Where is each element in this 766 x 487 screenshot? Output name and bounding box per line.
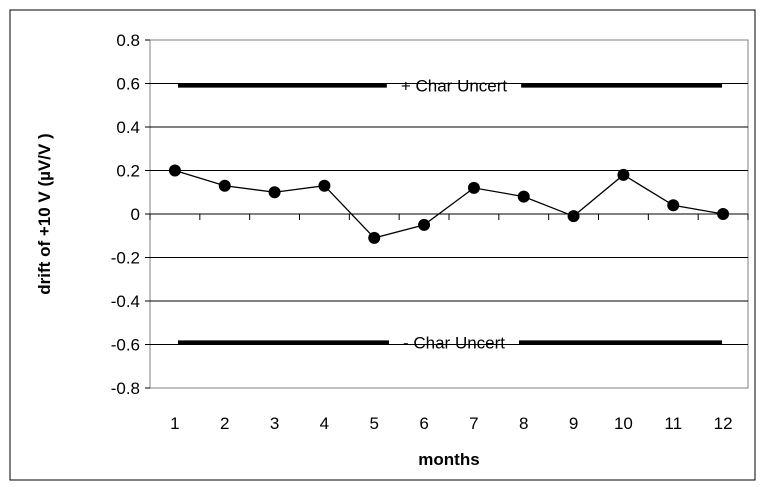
x-tick-label: 11 — [664, 414, 682, 433]
y-axis-title: drift of +10 V (µV/V ) — [35, 133, 54, 294]
x-tick-label: 12 — [714, 414, 733, 433]
y-tick-label: 0.4 — [116, 118, 140, 137]
reference-line-label: - Char Uncert — [403, 333, 505, 352]
x-tick-label: 9 — [569, 414, 578, 433]
data-point — [667, 199, 680, 212]
x-tick-label: 4 — [320, 414, 329, 433]
x-tick-label: 2 — [220, 414, 229, 433]
x-tick-label: 7 — [469, 414, 478, 433]
data-point — [567, 210, 580, 223]
y-tick-label: 0.8 — [116, 31, 140, 50]
data-point — [418, 218, 431, 231]
x-axis-ticks: 1 2 3 4 5 6 7 8 9 10 11 12 — [149, 214, 749, 433]
y-tick-label: 0 — [131, 205, 140, 224]
y-tick-label: -0.2 — [111, 249, 140, 268]
y-tick-label: -0.8 — [111, 379, 140, 398]
series-group — [168, 164, 730, 244]
data-point — [318, 179, 331, 192]
series-line — [174, 169, 724, 239]
y-tick-label: 0.6 — [116, 75, 140, 94]
x-tick-label: 8 — [519, 414, 528, 433]
data-point — [467, 181, 480, 194]
data-point — [368, 231, 381, 244]
y-tick-label: 0.2 — [116, 162, 140, 181]
y-tick-label: -0.4 — [111, 292, 140, 311]
x-tick-label: 5 — [370, 414, 379, 433]
data-point — [517, 190, 530, 203]
data-point — [218, 179, 231, 192]
x-tick-label: 10 — [614, 414, 633, 433]
x-tick-label: 1 — [170, 414, 179, 433]
data-point — [168, 164, 181, 177]
gridlines — [150, 83, 748, 345]
reference-line-label: + Char Uncert — [401, 77, 508, 96]
y-tick-label: -0.6 — [111, 336, 140, 355]
data-point — [617, 168, 630, 181]
x-tick-label: 3 — [270, 414, 279, 433]
x-axis-title: months — [418, 450, 479, 469]
y-axis-ticks: 0.8 0.6 0.4 0.2 0 -0.2 -0.4 -0.6 -0.8 — [111, 31, 150, 398]
data-point — [268, 186, 281, 199]
reference-lines: + Char Uncert - Char Uncert — [178, 77, 722, 352]
data-point — [717, 208, 730, 220]
x-tick-label: 6 — [419, 414, 428, 433]
